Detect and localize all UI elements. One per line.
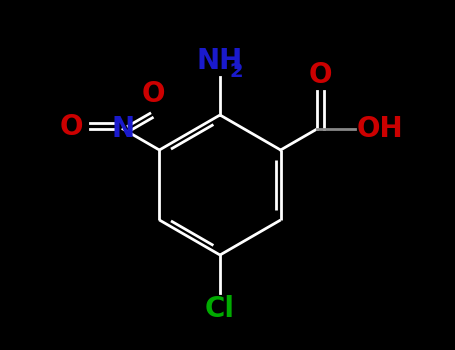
Text: 2: 2 <box>229 62 243 81</box>
Text: OH: OH <box>357 115 404 143</box>
Text: O: O <box>142 80 165 108</box>
Text: NH: NH <box>197 47 243 75</box>
Text: N: N <box>111 115 135 143</box>
Text: Cl: Cl <box>205 295 235 323</box>
Text: O: O <box>60 113 83 141</box>
Text: O: O <box>308 61 332 89</box>
